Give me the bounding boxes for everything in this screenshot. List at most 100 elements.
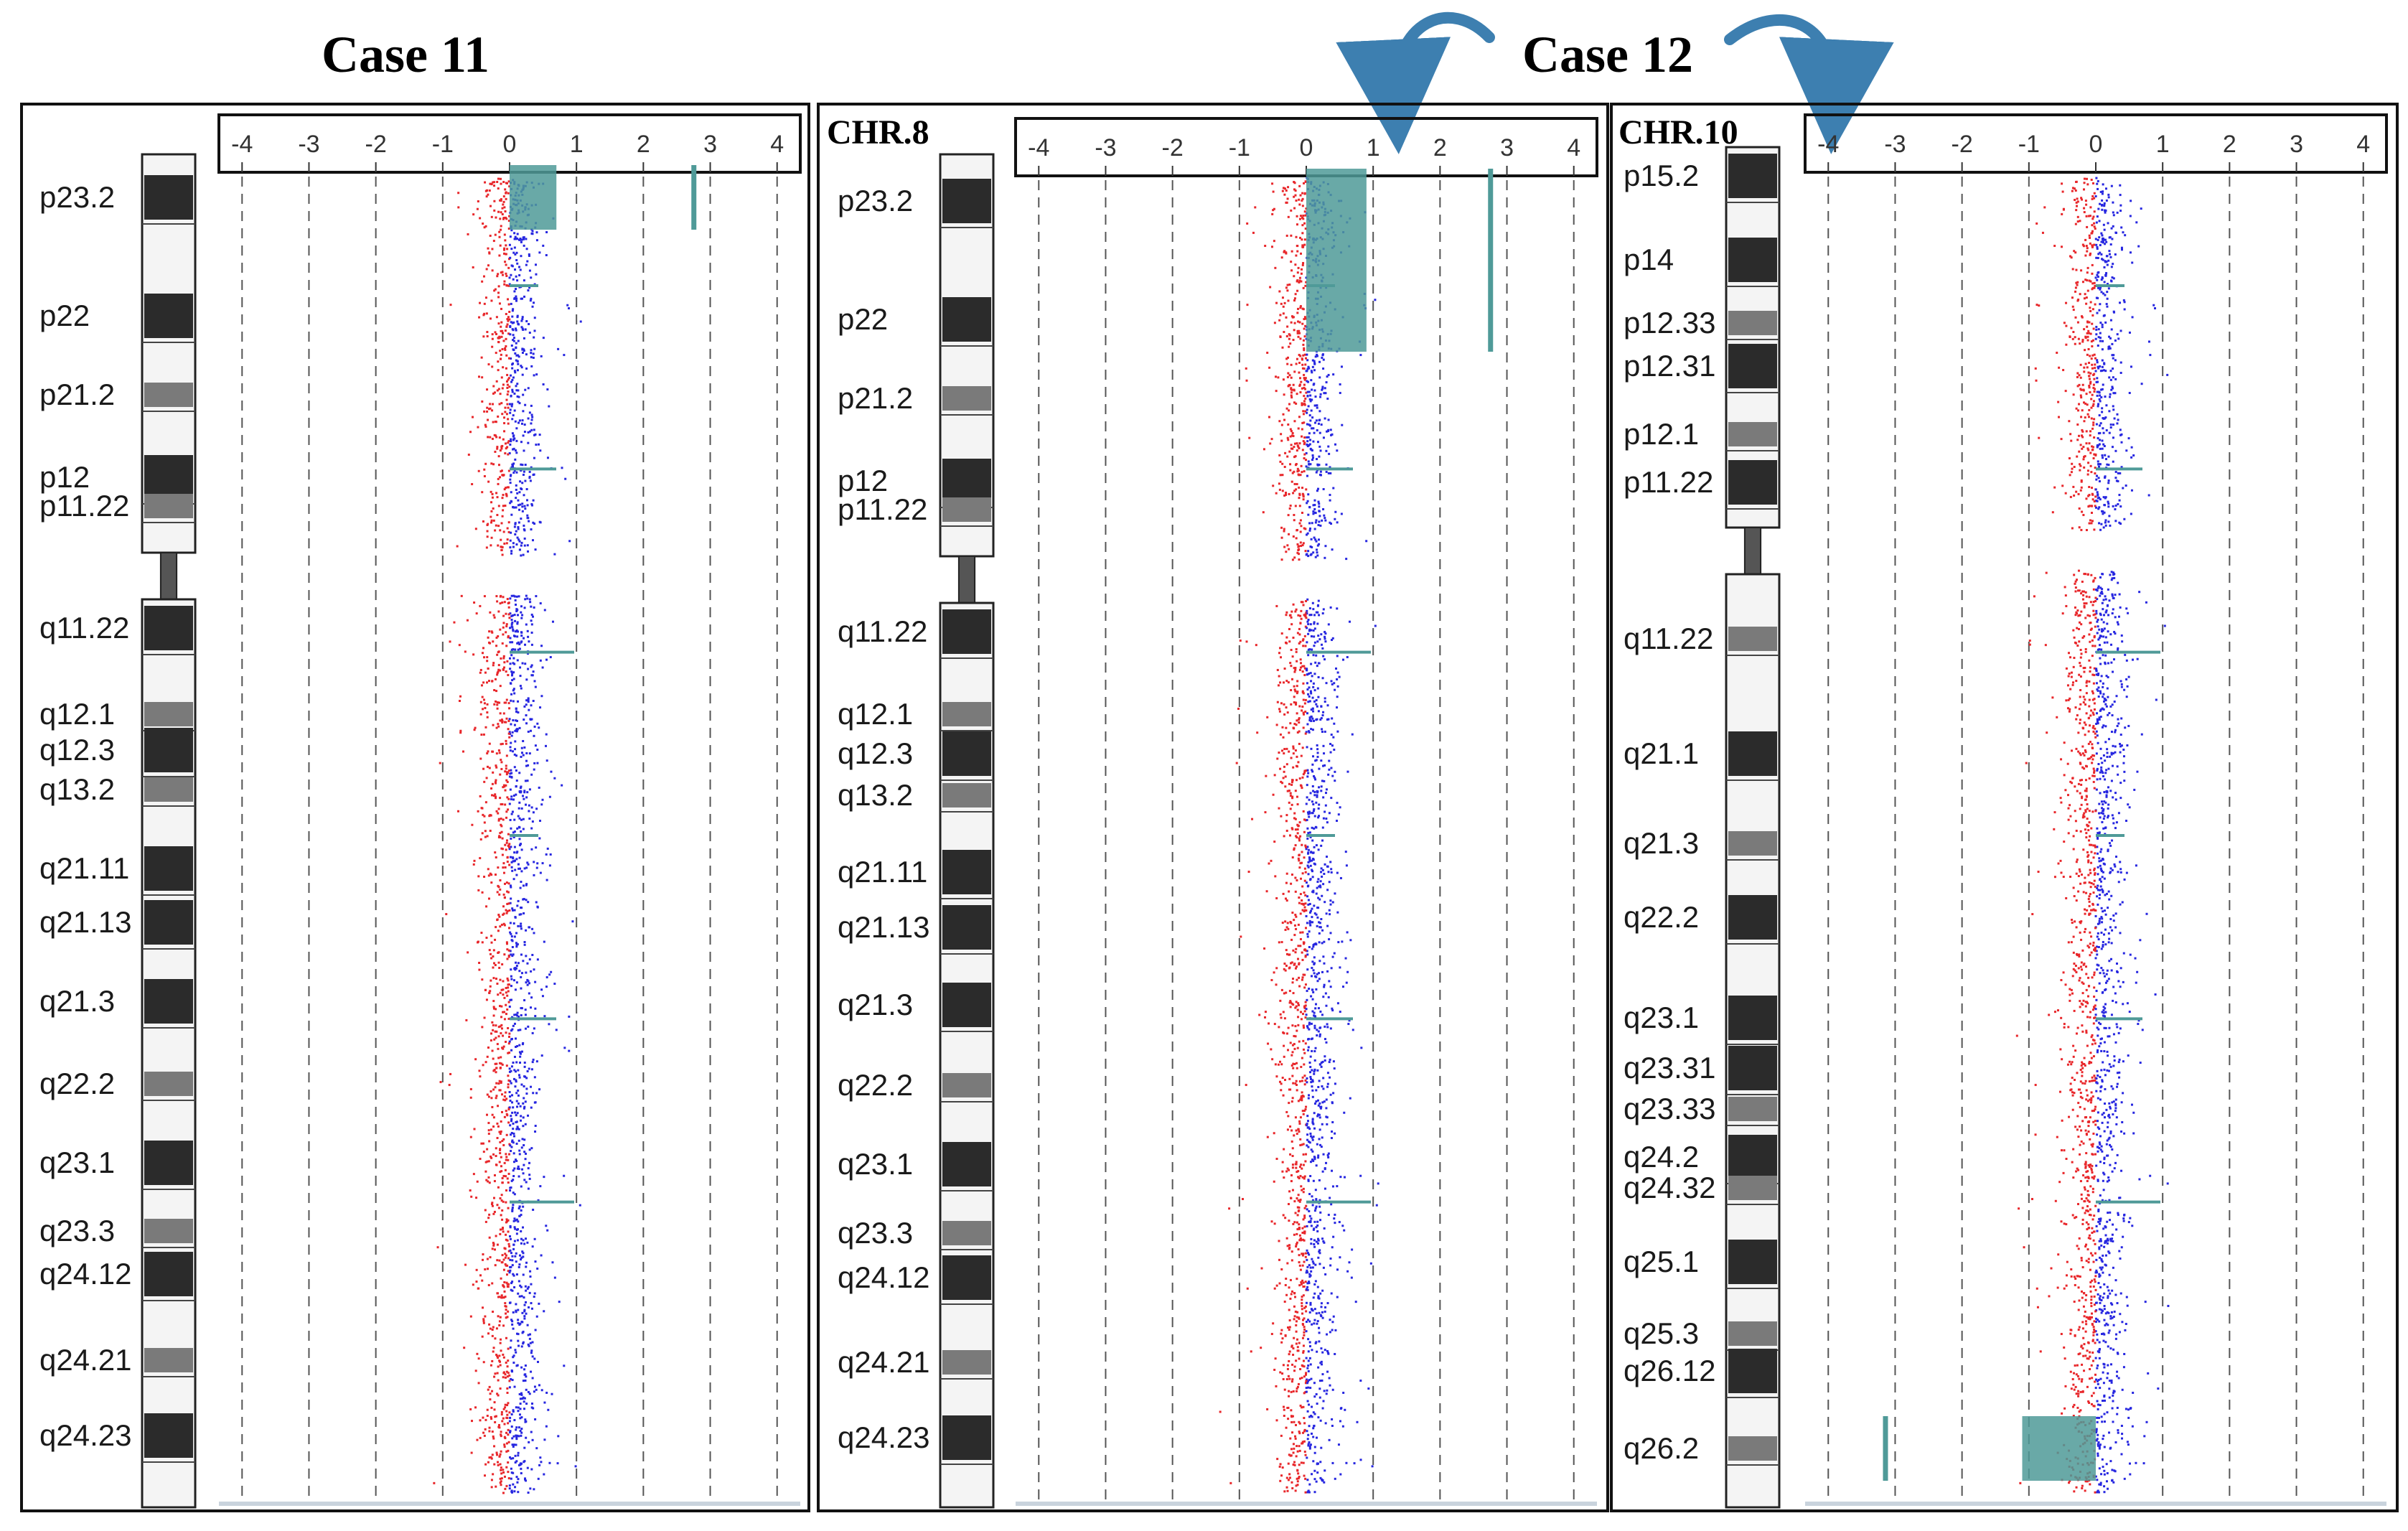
probe-point bbox=[1303, 856, 1306, 859]
probe-point bbox=[520, 1428, 523, 1431]
probe-point bbox=[523, 912, 525, 914]
probe-point bbox=[521, 351, 524, 354]
probe-point bbox=[1293, 670, 1296, 673]
probe-point bbox=[551, 620, 554, 623]
probe-point bbox=[1301, 449, 1304, 451]
probe-point bbox=[1281, 1161, 1284, 1164]
probe-point bbox=[499, 1171, 502, 1174]
probe-point bbox=[1276, 757, 1279, 760]
probe-point bbox=[495, 1095, 498, 1097]
probe-point bbox=[510, 654, 513, 657]
probe-point bbox=[499, 925, 502, 928]
scrollbar-chr8[interactable] bbox=[1016, 1502, 1597, 1506]
probe-point bbox=[496, 389, 499, 392]
probe-point bbox=[1270, 859, 1273, 862]
probe-point bbox=[512, 1410, 515, 1413]
probe-point bbox=[1330, 680, 1333, 683]
probe-point bbox=[1279, 733, 1282, 736]
probe-point bbox=[504, 866, 507, 869]
probe-point bbox=[500, 1296, 503, 1299]
probe-point bbox=[1325, 1107, 1328, 1110]
probe-point bbox=[497, 464, 500, 467]
probe-point bbox=[1296, 1278, 1298, 1280]
band-label: q23.1 bbox=[39, 1146, 115, 1179]
probe-point bbox=[1303, 1440, 1306, 1443]
probe-point bbox=[1311, 648, 1313, 651]
probe-point bbox=[492, 1029, 495, 1031]
probe-point bbox=[1316, 458, 1318, 461]
probe-point bbox=[487, 1122, 490, 1125]
probe-point bbox=[502, 248, 505, 251]
probe-point bbox=[507, 316, 510, 319]
probe-point bbox=[523, 705, 526, 708]
probe-point bbox=[1283, 1408, 1285, 1411]
ideogram-band bbox=[144, 1413, 193, 1458]
probe-point bbox=[492, 240, 495, 243]
probe-point bbox=[523, 1317, 526, 1320]
probe-point bbox=[459, 731, 462, 734]
probe-point bbox=[507, 1310, 510, 1313]
probe-point bbox=[1303, 1422, 1306, 1425]
probe-point bbox=[492, 181, 495, 184]
probe-point bbox=[1313, 621, 1316, 624]
probe-point bbox=[1326, 1123, 1329, 1125]
probe-point bbox=[505, 413, 508, 416]
probe-point bbox=[545, 976, 548, 979]
probe-point bbox=[503, 247, 506, 250]
probe-point bbox=[492, 1212, 495, 1215]
probe-point bbox=[528, 1337, 531, 1340]
probe-point bbox=[1292, 752, 1295, 755]
probe-point bbox=[507, 1372, 510, 1375]
probe-point bbox=[490, 1406, 493, 1409]
probe-point bbox=[492, 1014, 495, 1017]
probe-point bbox=[520, 687, 523, 690]
probe-point bbox=[1296, 280, 1298, 283]
probe-point bbox=[503, 1115, 506, 1118]
probe-point bbox=[502, 784, 505, 787]
probe-point bbox=[525, 752, 528, 754]
probe-point bbox=[506, 446, 509, 449]
probe-point bbox=[508, 1380, 511, 1382]
probe-point bbox=[515, 1121, 517, 1124]
probe-point bbox=[532, 1092, 535, 1095]
probe-point bbox=[499, 1228, 502, 1231]
probe-point bbox=[1304, 1391, 1307, 1394]
probe-point bbox=[505, 398, 508, 401]
probe-point bbox=[1297, 1024, 1300, 1026]
probe-point bbox=[511, 731, 514, 734]
probe-point bbox=[1302, 1095, 1305, 1098]
probe-point bbox=[1316, 755, 1319, 758]
probe-point bbox=[1296, 1480, 1299, 1483]
probe-point bbox=[523, 505, 526, 507]
probe-point bbox=[497, 187, 500, 190]
probe-point bbox=[1301, 861, 1303, 864]
probe-point bbox=[489, 490, 492, 493]
probe-point bbox=[1312, 710, 1315, 713]
probe-point bbox=[520, 1115, 523, 1118]
probe-point bbox=[1289, 435, 1292, 438]
probe-point bbox=[1282, 892, 1285, 895]
probe-point bbox=[502, 1296, 505, 1299]
probe-point bbox=[487, 1046, 489, 1049]
probe-point bbox=[511, 679, 514, 682]
probe-point bbox=[492, 1242, 495, 1245]
probe-point bbox=[513, 232, 516, 235]
probe-point bbox=[1313, 536, 1316, 539]
probe-point bbox=[510, 380, 513, 383]
probe-point bbox=[1334, 1329, 1337, 1331]
scrollbar-case11[interactable] bbox=[219, 1502, 800, 1506]
probe-point bbox=[1270, 1220, 1273, 1223]
probe-point bbox=[1306, 598, 1309, 601]
probe-point bbox=[1313, 504, 1316, 507]
probe-point bbox=[1293, 848, 1296, 851]
probe-point bbox=[1301, 1336, 1304, 1339]
probe-point bbox=[532, 700, 535, 703]
probe-point bbox=[496, 496, 499, 499]
probe-point bbox=[489, 829, 492, 832]
probe-point bbox=[516, 1105, 519, 1108]
probe-point bbox=[1282, 312, 1285, 315]
probe-point bbox=[502, 866, 505, 869]
probe-point bbox=[525, 1436, 528, 1439]
probe-point bbox=[1298, 1449, 1301, 1452]
probe-point bbox=[1316, 665, 1318, 668]
